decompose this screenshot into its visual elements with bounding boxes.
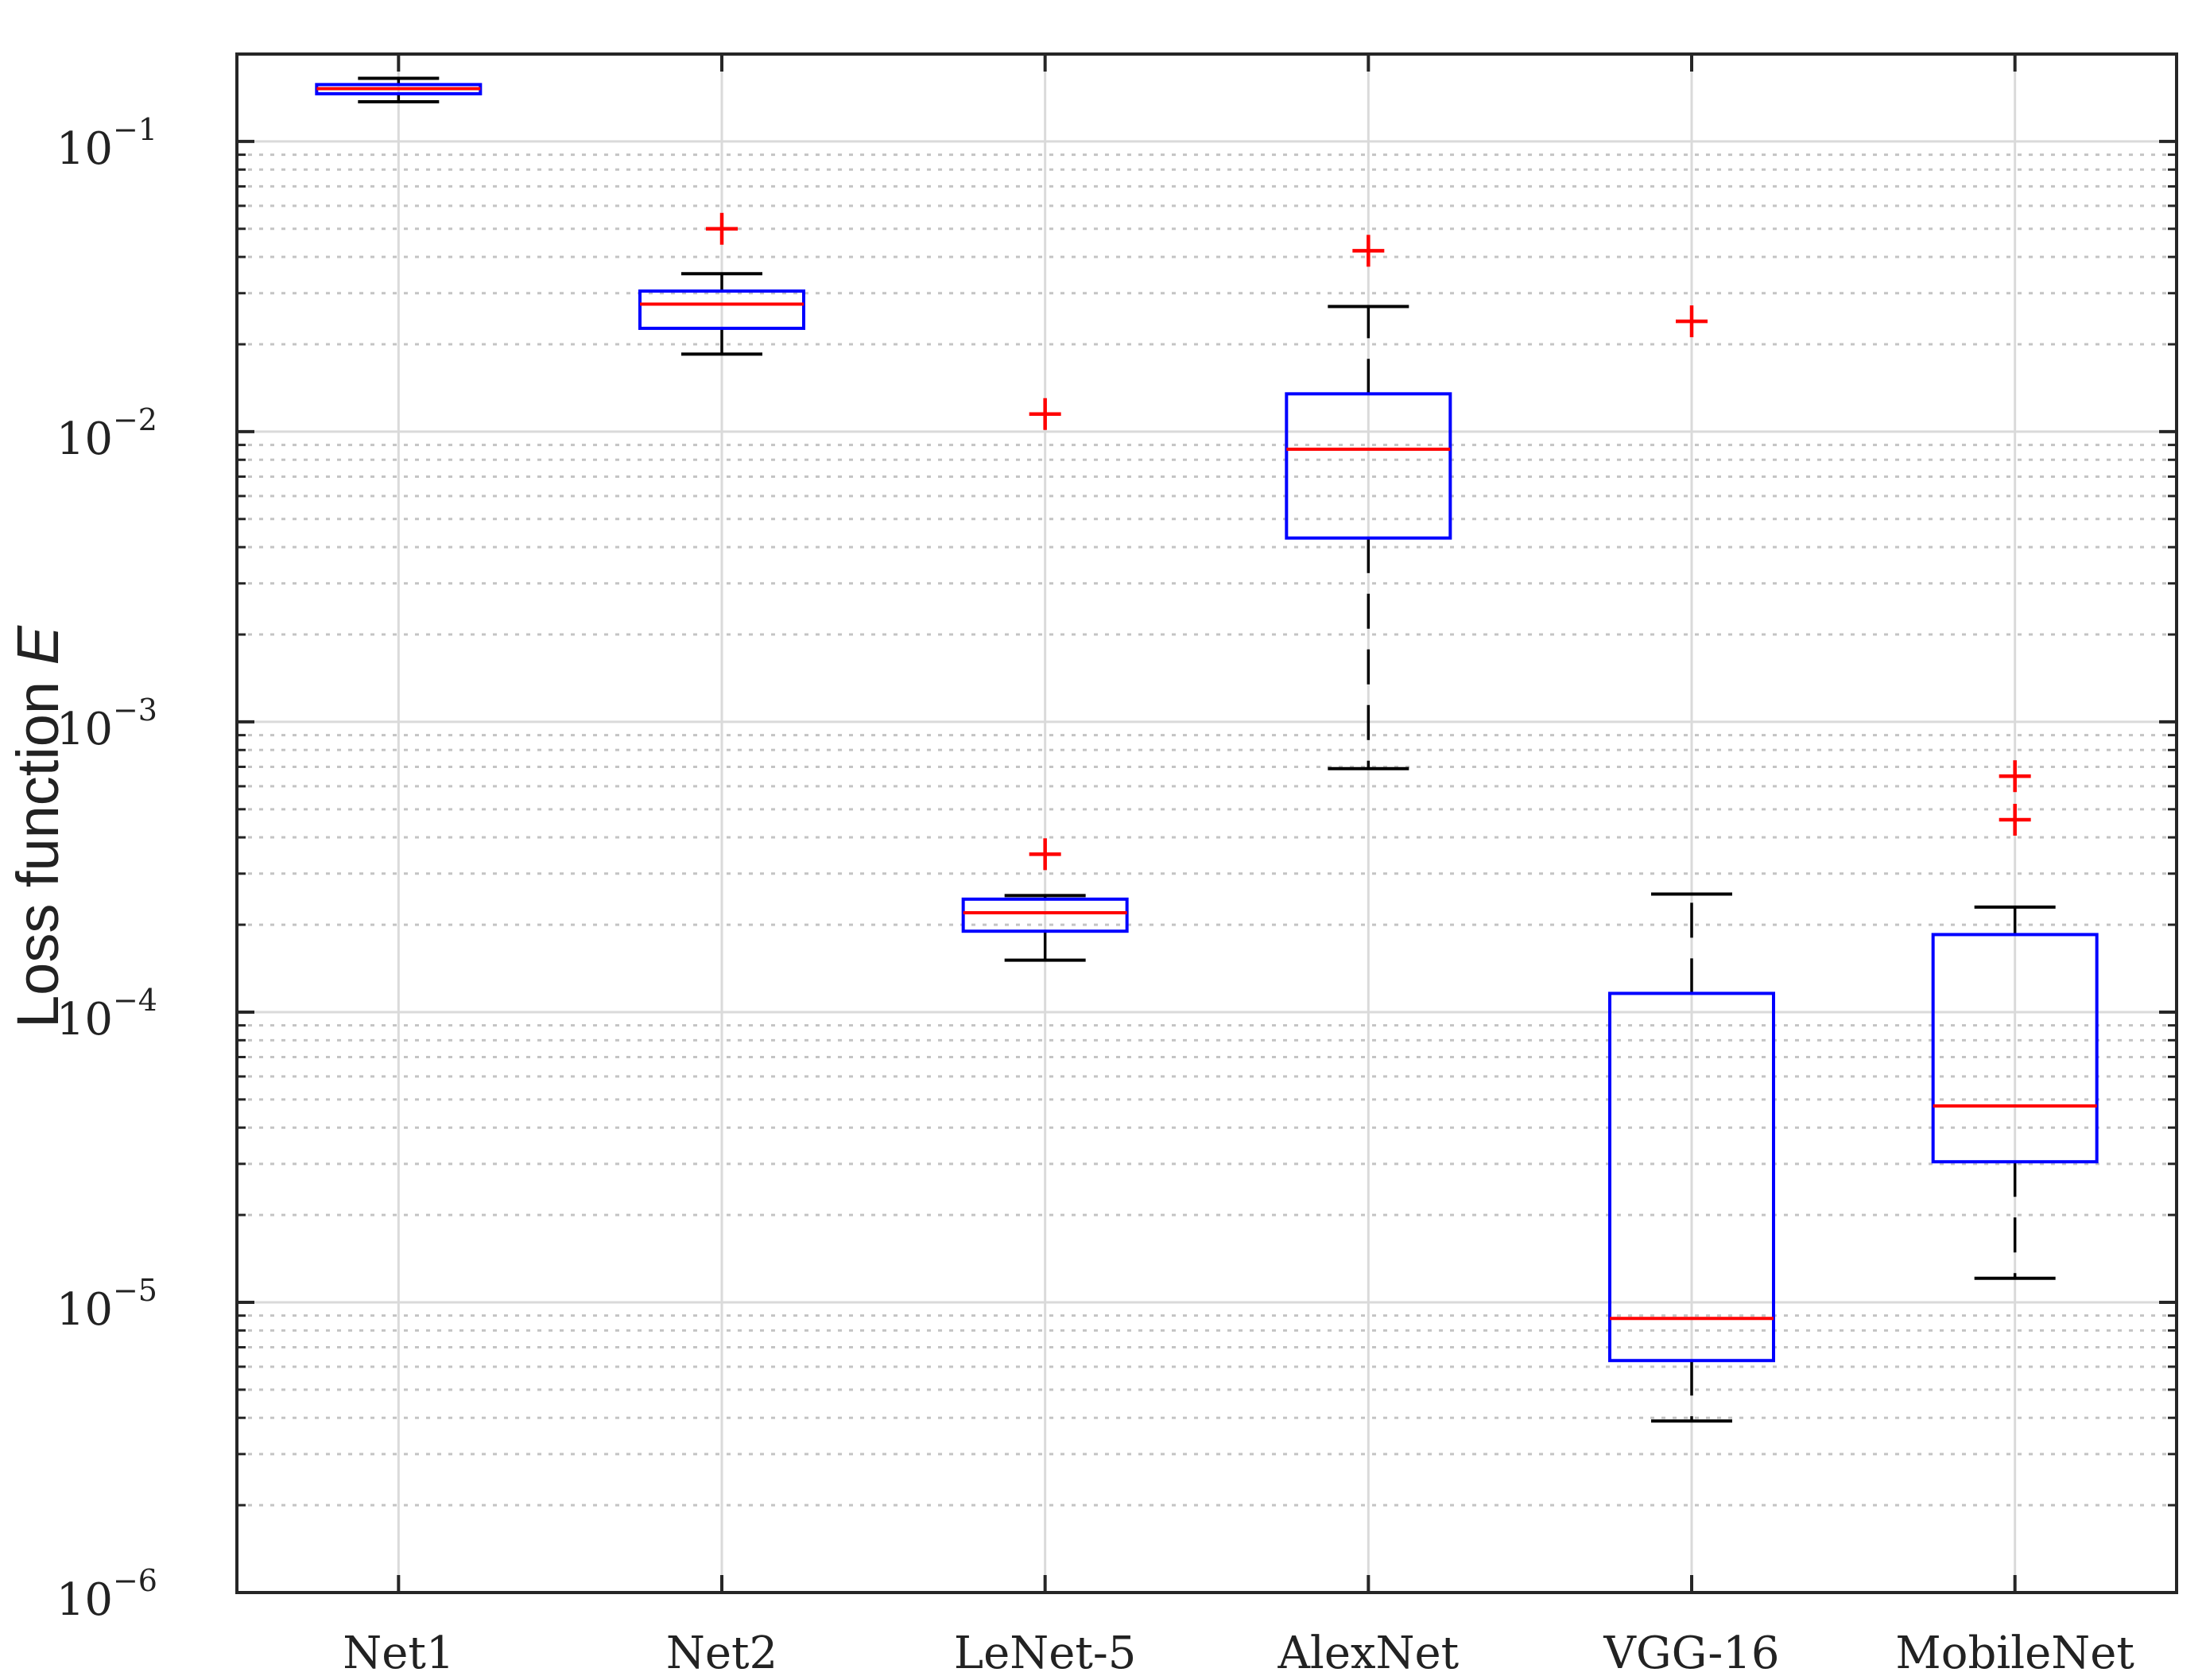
outlier-marker (1999, 804, 2031, 836)
iqr-box (1931, 933, 2099, 1164)
y-tick-label: 10−5 (56, 1273, 157, 1336)
plot-frame (235, 52, 2178, 1594)
outlier-marker (706, 212, 738, 245)
x-tick-label: LeNet-5 (954, 1628, 1137, 1679)
y-tick-labels: 10−1 10−2 10−3 10−4 10−5 10−6 (56, 112, 157, 1626)
box-series (315, 76, 2099, 1423)
box-net2 (638, 212, 805, 356)
outlier-marker (1999, 760, 2031, 793)
x-tick-label: MobileNet (1895, 1628, 2134, 1679)
x-tick-labels: Net1 Net2 LeNet-5 AlexNet VGG-16 MobileNet (343, 1628, 2134, 1679)
y-tick-label: 10−2 (56, 402, 157, 465)
box-mobilenet (1931, 760, 2099, 1280)
x-tick-label: Net2 (666, 1628, 777, 1679)
outlier-marker (1029, 838, 1061, 871)
iqr-box (1608, 991, 1775, 1363)
iqr-box (638, 289, 805, 330)
box-alexnet (1285, 235, 1452, 770)
y-tick-label: 10−1 (56, 112, 157, 175)
major-gridlines (237, 54, 2177, 1594)
y-tick-label: 10−3 (56, 693, 157, 755)
box-vgg-16 (1608, 305, 1775, 1423)
iqr-box (961, 897, 1129, 933)
minor-gridlines (237, 52, 2177, 1507)
x-tick-label: Net1 (343, 1628, 454, 1679)
outlier-marker (1029, 398, 1061, 430)
y-tick-label: 10−6 (56, 1563, 157, 1626)
outlier-marker (1352, 235, 1385, 267)
x-tick-label: VGG-16 (1603, 1628, 1779, 1679)
box-lenet-5 (961, 398, 1129, 962)
x-tick-label: AlexNet (1277, 1628, 1459, 1679)
outlier-marker (1676, 305, 1708, 338)
box-net1 (315, 76, 483, 103)
y-tick-label: 10−4 (56, 983, 157, 1046)
axis-ticks (237, 52, 2177, 1594)
y-axis-label: Loss function E (5, 624, 71, 1028)
iqr-box (1285, 392, 1452, 540)
